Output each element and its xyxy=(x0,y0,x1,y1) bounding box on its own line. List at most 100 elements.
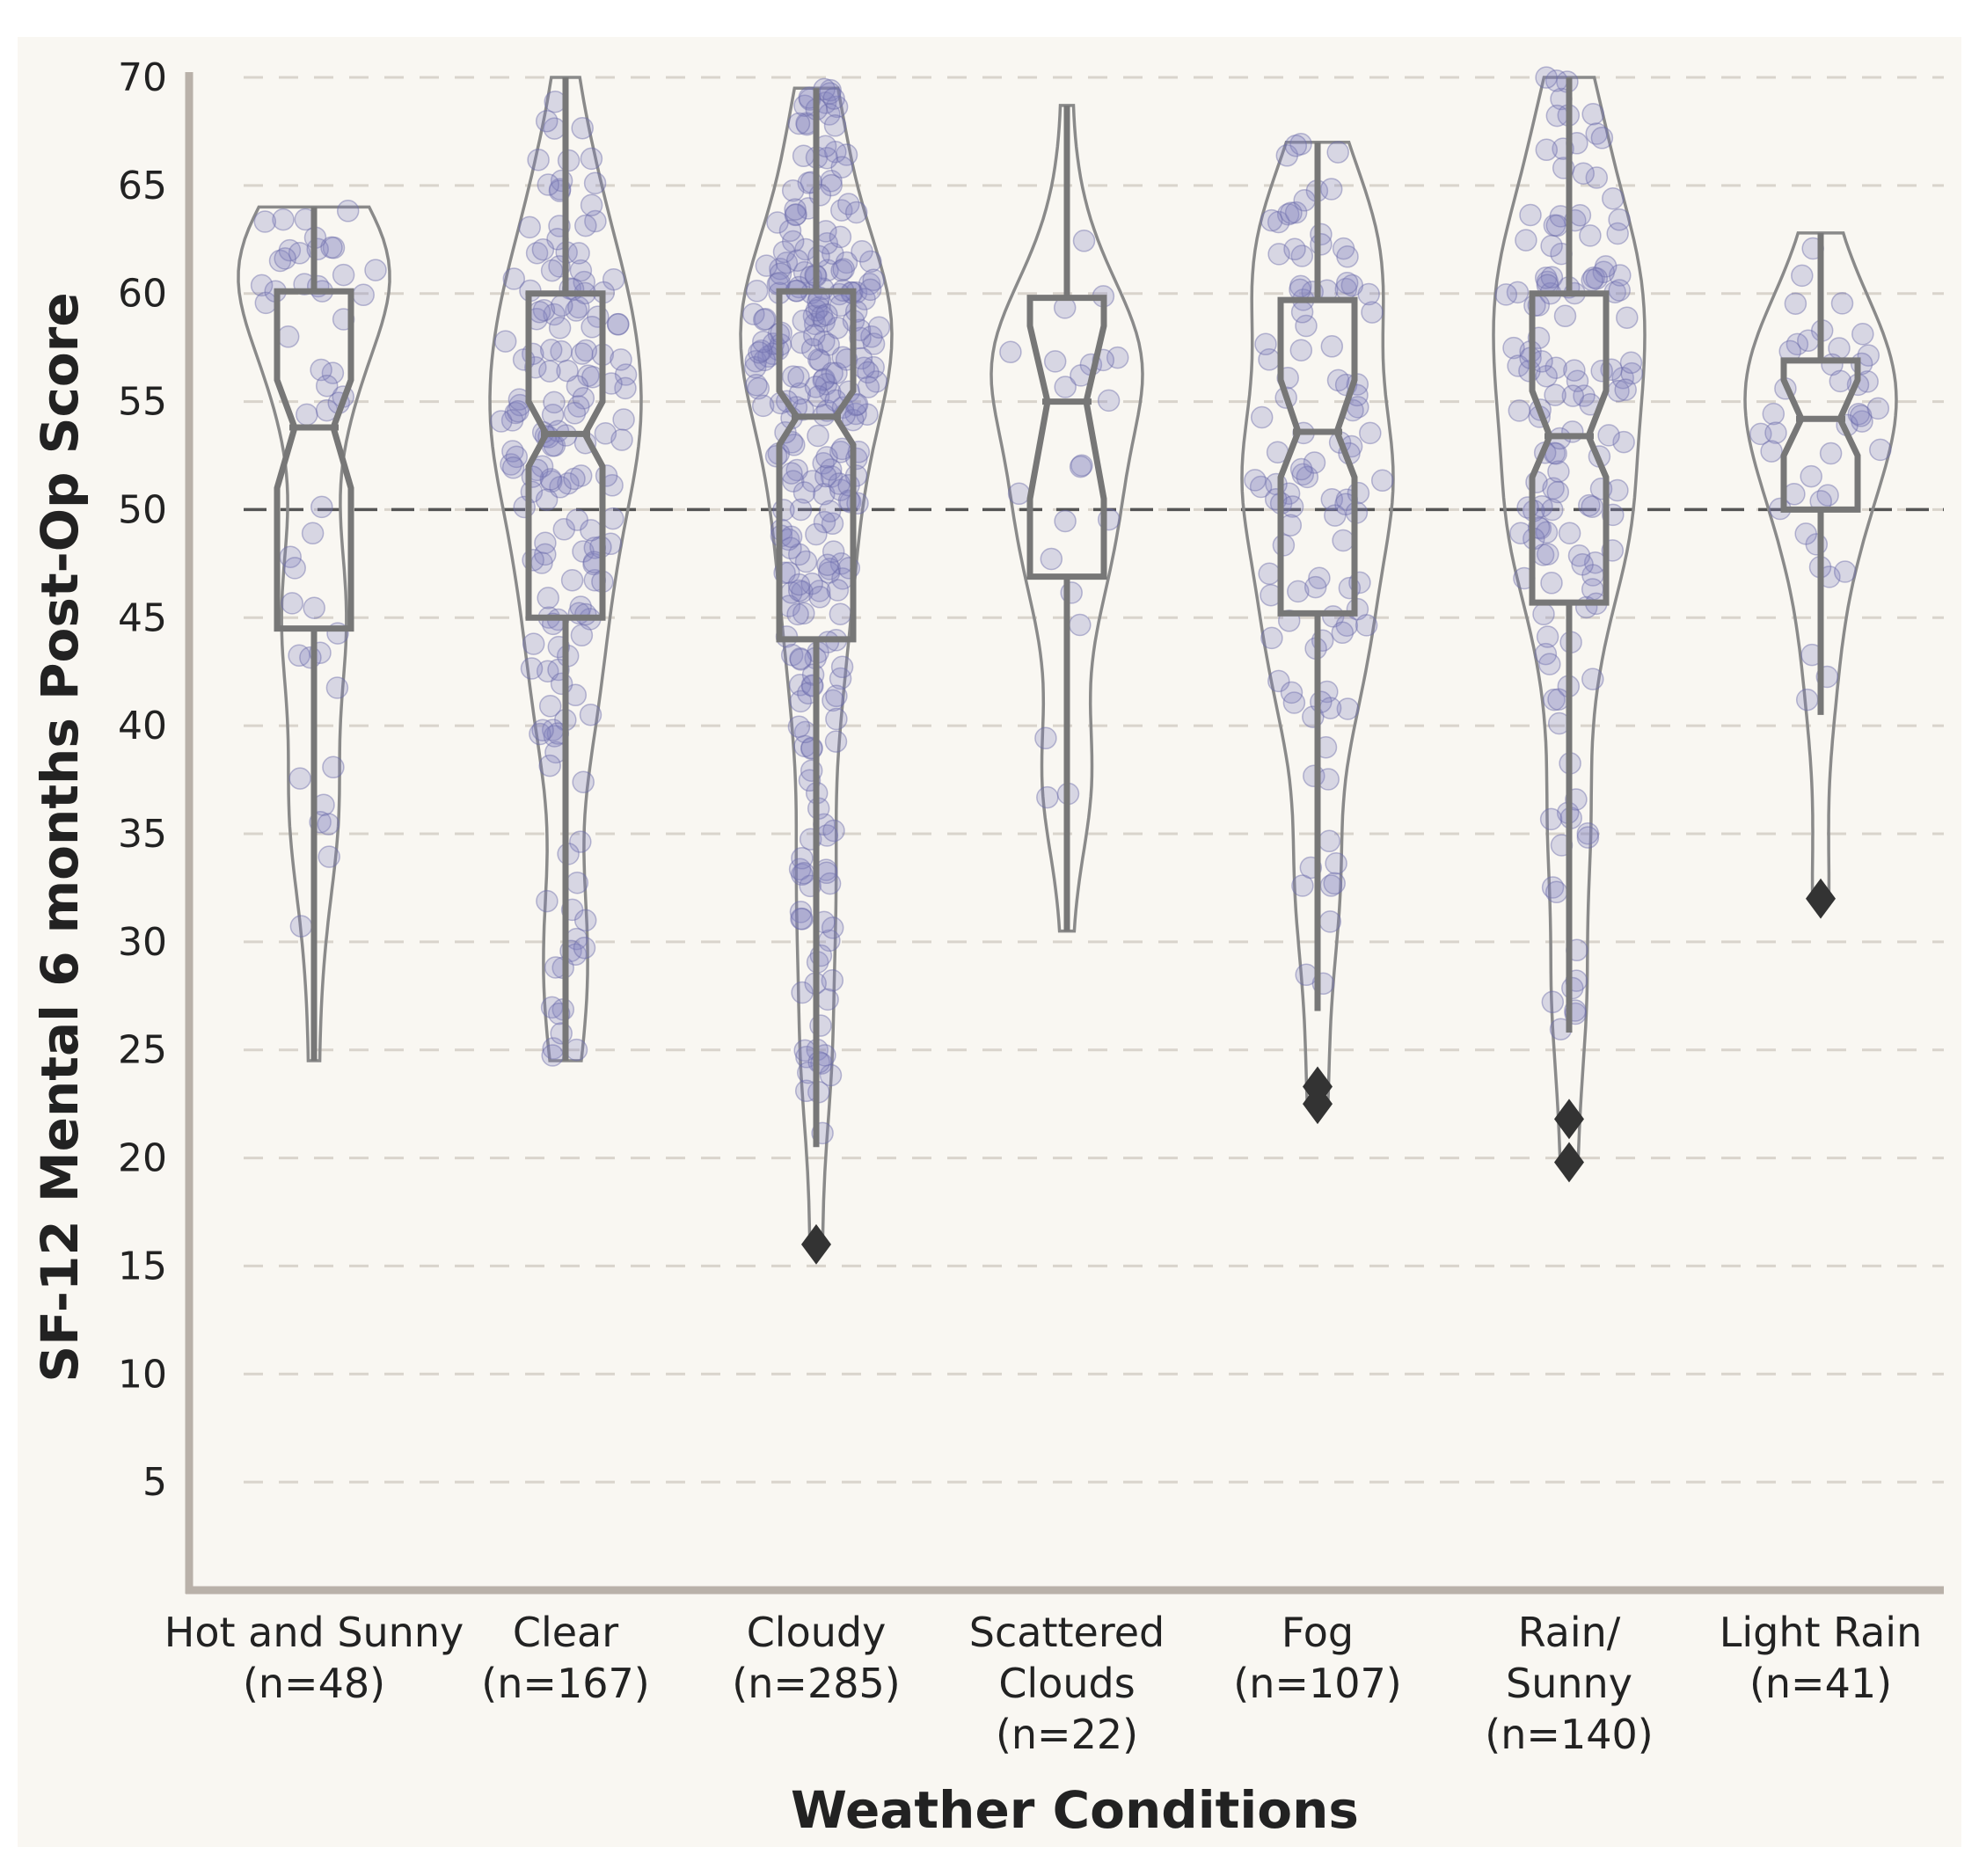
data-point xyxy=(844,402,867,426)
data-point xyxy=(1590,359,1613,383)
data-point xyxy=(1541,876,1565,899)
data-point xyxy=(1816,484,1839,507)
data-point xyxy=(1289,274,1312,298)
data-point xyxy=(1509,522,1532,544)
data-point xyxy=(813,368,836,391)
x-axis-title: Weather Conditions xyxy=(791,1780,1359,1840)
data-point xyxy=(281,592,303,615)
data-point xyxy=(784,203,807,227)
data-point xyxy=(745,280,769,303)
data-point xyxy=(857,361,880,384)
data-point xyxy=(1036,785,1059,809)
data-point xyxy=(858,278,882,302)
x-tick-label-5-0: Rain/ xyxy=(1518,1609,1621,1656)
data-point xyxy=(752,330,775,354)
data-point xyxy=(1563,359,1586,382)
data-point xyxy=(253,210,277,233)
data-point xyxy=(779,525,803,549)
violin-3 xyxy=(990,104,1144,933)
data-point xyxy=(1355,614,1378,637)
data-point xyxy=(1582,266,1605,289)
data-point xyxy=(844,201,868,224)
data-point xyxy=(824,730,848,753)
data-point xyxy=(819,78,842,102)
data-point xyxy=(860,325,883,348)
data-point xyxy=(865,370,888,393)
data-point xyxy=(1290,301,1314,324)
data-point xyxy=(1289,457,1313,481)
data-point xyxy=(1847,402,1871,426)
data-point xyxy=(1851,323,1874,346)
data-point xyxy=(1535,66,1558,89)
data-point xyxy=(560,568,584,592)
data-point xyxy=(538,695,562,718)
data-point xyxy=(790,331,814,354)
data-point xyxy=(1291,874,1314,897)
data-point xyxy=(805,299,829,322)
data-point xyxy=(820,465,843,488)
data-point xyxy=(566,508,588,531)
data-point xyxy=(1540,266,1564,288)
data-point xyxy=(1284,134,1308,157)
data-point xyxy=(1585,166,1609,189)
data-point xyxy=(1502,336,1525,360)
data-point xyxy=(791,580,814,603)
boxplots xyxy=(274,77,1861,1148)
data-point xyxy=(813,310,836,333)
data-point xyxy=(1534,266,1558,289)
data-point xyxy=(1332,237,1355,260)
data-point xyxy=(1784,292,1807,315)
data-point xyxy=(574,214,597,237)
data-point xyxy=(822,242,844,266)
data-point xyxy=(792,602,815,625)
data-point xyxy=(614,363,638,386)
data-point xyxy=(1581,268,1603,292)
data-point xyxy=(1287,580,1310,603)
data-point xyxy=(1320,335,1344,358)
data-point xyxy=(822,689,844,712)
data-point xyxy=(321,361,345,384)
violin-1 xyxy=(488,76,643,1062)
data-point xyxy=(607,312,630,336)
data-point xyxy=(803,324,826,347)
data-point xyxy=(569,464,593,487)
data-point xyxy=(1319,178,1343,201)
x-tick-label-3-1: Clouds xyxy=(998,1660,1135,1707)
data-point xyxy=(1797,329,1820,353)
data-point xyxy=(1849,405,1873,427)
data-point xyxy=(550,339,573,363)
data-point xyxy=(999,340,1022,364)
data-point xyxy=(537,587,559,610)
data-point xyxy=(612,408,635,431)
data-point xyxy=(520,657,544,680)
data-point xyxy=(529,722,551,746)
data-point xyxy=(548,317,572,339)
x-tick-label-5-1: Sunny xyxy=(1506,1660,1632,1707)
data-point xyxy=(859,250,882,274)
data-point xyxy=(1829,369,1852,393)
y-tick-label-70: 70 xyxy=(118,55,167,100)
data-point xyxy=(521,465,544,488)
data-point xyxy=(780,462,803,485)
data-point xyxy=(543,303,566,326)
data-point xyxy=(301,522,325,545)
data-point xyxy=(1325,851,1347,875)
data-point xyxy=(749,339,773,362)
data-point xyxy=(1585,266,1609,290)
data-point xyxy=(501,456,525,479)
data-point xyxy=(792,310,815,332)
data-point xyxy=(493,330,517,353)
data-point xyxy=(822,819,845,843)
data-point xyxy=(566,871,589,894)
data-point xyxy=(1097,389,1121,412)
data-point xyxy=(534,531,557,555)
data-point xyxy=(862,355,885,379)
data-point xyxy=(1544,383,1566,406)
data-point xyxy=(748,341,770,364)
data-point xyxy=(1608,208,1631,231)
x-tick-label-3-0: Scattered xyxy=(969,1609,1165,1656)
y-tick-label-10: 10 xyxy=(118,1352,167,1397)
data-point xyxy=(1535,138,1559,162)
data-point xyxy=(781,230,805,253)
data-point xyxy=(819,381,842,404)
